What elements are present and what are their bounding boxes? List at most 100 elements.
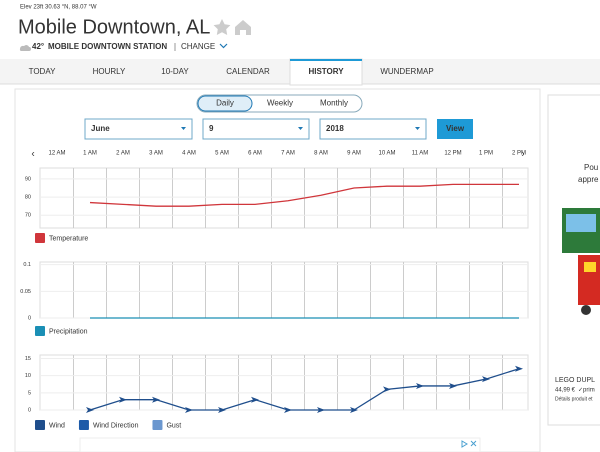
legend-label: Wind [49,422,65,429]
plot-area [39,261,529,319]
hour-label: 1 PM [479,151,493,157]
hour-label: 1 AM [83,151,97,157]
wind-marker [218,407,226,413]
wind-marker [152,396,160,403]
legend-swatch [152,420,163,430]
tab[interactable]: TODAY [29,67,56,76]
y-tick-label: 0 [28,315,31,321]
day-select[interactable] [202,118,310,140]
y-tick-label: 15 [25,356,31,362]
tab[interactable]: 10-DAY [161,67,189,76]
ad-panel [547,94,600,426]
legend-label: Temperature [49,235,88,242]
period-option[interactable]: Monthly [320,99,348,108]
plot-area [39,354,529,411]
y-tick-label: 70 [25,213,31,219]
cloud-icon [19,45,31,51]
view-button[interactable] [437,119,473,139]
ad-price: 44,99 € [555,388,576,394]
select-arrow [181,127,186,130]
select-arrow [415,127,420,130]
elevation: Elev 23ft 30.63 °N, 88.07 °W [20,5,97,11]
legend-swatch [35,233,45,243]
hour-label: 9 AM [347,151,361,157]
data-line [89,368,520,411]
scroll-left[interactable]: ‹ [31,149,34,160]
hour-label: 6 AM [248,151,262,157]
change-link[interactable]: CHANGE [181,42,215,51]
hour-label: 8 AM [314,151,328,157]
day-value: 9 [209,124,214,133]
ad-close[interactable] [470,440,477,447]
legend-swatch [35,420,45,430]
wind-marker [317,407,325,413]
y-tick-label: 0.05 [20,289,31,295]
tab[interactable]: HISTORY [308,67,344,76]
ad-product[interactable]: LEGO DUPL [555,377,595,384]
ad-text: Pou [584,163,598,172]
legend-label: Gust [166,422,181,429]
station-title: Mobile Downtown, AL [18,16,210,38]
legend-label: Precipitation [49,328,88,335]
wind-marker [449,382,457,389]
y-tick-label: 5 [28,390,31,396]
y-tick-label: 80 [25,195,31,201]
month-select[interactable] [84,118,193,140]
period-option[interactable]: Daily [216,99,234,108]
hour-label: 12 PM [444,151,461,157]
hour-label: 3 AM [149,151,163,157]
hour-label: 12 AM [48,151,65,157]
wind-marker [119,396,127,403]
current-temperature: 42° [32,42,44,51]
tab[interactable]: HOURLY [93,67,126,76]
change-chevron[interactable] [219,43,228,49]
bottom-ad [79,437,481,452]
hour-label: 7 AM [281,151,295,157]
history-panel [14,88,541,452]
wind-marker [284,407,292,413]
favorite-star[interactable] [213,19,231,35]
view-button-label[interactable]: View [446,124,465,133]
ad-choices[interactable] [461,440,468,448]
y-tick-label: 0.1 [23,262,31,268]
y-tick-label: 90 [25,176,31,182]
legend-label: Wind Direction [93,422,139,429]
y-tick-label: 10 [25,373,31,379]
wind-marker [482,376,490,383]
hour-label: 2 AM [116,151,130,157]
year-select[interactable] [319,118,427,140]
scroll-right[interactable]: › [521,149,524,160]
home-icon[interactable] [235,20,251,35]
ad-prime: ✓prim [578,388,595,394]
period-option[interactable]: Weekly [267,99,293,108]
hour-label: 5 AM [215,151,229,157]
wind-marker [350,407,358,413]
y-tick-label: 0 [28,407,31,413]
ad-product-image [562,208,600,315]
ad-details: Détails produit et [555,396,593,402]
legend-swatch [78,420,89,430]
hour-label: 4 AM [182,151,196,157]
year-value: 2018 [326,124,344,133]
plot-area [39,167,529,229]
wind-marker [86,407,94,413]
wind-marker [416,382,424,389]
hour-label: 10 AM [378,151,395,157]
wind-marker [185,407,193,413]
data-line [89,183,519,207]
station-name: MOBILE DOWNTOWN STATION [48,42,167,51]
ad-text: appre [578,175,599,184]
wind-marker [251,396,259,403]
wind-marker [515,365,523,372]
period-toggle-active [197,95,253,112]
active-tab [289,58,363,86]
hour-label: 11 AM [412,151,429,157]
legend-swatch [35,326,45,336]
tab[interactable]: WUNDERMAP [380,67,433,76]
select-arrow [298,127,303,130]
tab[interactable]: CALENDAR [226,67,270,76]
month-value: June [91,124,110,133]
hour-label: 2 PM [512,151,526,157]
wind-marker [383,386,391,393]
